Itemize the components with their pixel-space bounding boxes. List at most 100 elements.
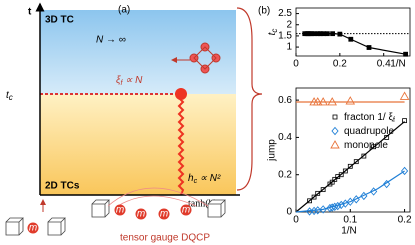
x-tick-label: 0: [293, 59, 299, 70]
y-label-sub: c: [270, 29, 279, 33]
x-tick-label: 0.2: [398, 215, 412, 226]
cube-icons: [5, 199, 226, 236]
marker: [371, 144, 377, 150]
phase-label: 3D TC: [45, 15, 74, 26]
marker: [399, 91, 410, 100]
hc-label: hc ∝ N²: [188, 173, 221, 185]
hc-rest: ∝ N²: [197, 173, 221, 184]
marker: [319, 205, 327, 214]
marker: [318, 97, 328, 106]
marker: [328, 203, 336, 212]
region-3d: [40, 10, 236, 94]
y-axis-label: jump: [267, 139, 278, 162]
marker: [346, 197, 354, 206]
hc-main: h: [188, 173, 194, 184]
marker: [330, 31, 336, 37]
limit-label: N → ∞: [96, 35, 126, 46]
legend-sub: f: [393, 117, 395, 124]
marker: [353, 159, 359, 165]
y-tick-label: 2.5: [278, 8, 292, 19]
y-axis-label: tc: [267, 29, 279, 36]
marker: [311, 194, 317, 200]
x-axis-label: 1/N: [390, 59, 406, 70]
x-tick-label: 0.4: [377, 59, 391, 70]
marker: [347, 163, 353, 169]
marker: [335, 174, 341, 179]
marker: [307, 198, 312, 204]
legend-marker: [330, 140, 340, 149]
axis-label: t: [28, 7, 32, 18]
m-text: m: [160, 209, 168, 220]
chain-arcs: [107, 187, 209, 207]
tc-label: tc: [6, 90, 13, 102]
xi-rest: ∝ N: [122, 75, 143, 86]
marker: [402, 118, 407, 124]
marker: [327, 181, 333, 187]
marker: [321, 31, 326, 37]
marker: [345, 96, 356, 105]
legend-name: quadrupole: [344, 126, 394, 137]
marker: [320, 187, 326, 193]
m-circle: [27, 222, 39, 234]
m-text: m: [182, 205, 190, 216]
hc-sub: c: [194, 178, 198, 185]
marker: [324, 31, 330, 37]
panel-label: (a): [118, 5, 130, 16]
x-tick-label: 0.1: [343, 215, 357, 226]
legend-marker: [332, 114, 338, 120]
x-tick-label: 0: [293, 215, 299, 226]
marker: [315, 190, 321, 196]
marker: [384, 135, 390, 140]
marker: [383, 179, 391, 189]
axis-label: tanh(h): [188, 198, 217, 209]
y-tick-label: 0.4: [278, 132, 292, 143]
y-label-main: t: [267, 31, 278, 35]
xi-label: ξf ∝ N: [116, 75, 143, 87]
marker: [341, 199, 349, 208]
marker: [327, 97, 337, 106]
m-circle: [158, 208, 170, 220]
m-circle: [114, 204, 126, 216]
fit-line: [295, 170, 405, 213]
legend-label: monopole: [344, 140, 388, 151]
marker: [348, 36, 354, 42]
plot-frame: [295, 87, 411, 213]
marker: [370, 187, 378, 196]
fit-line: [295, 121, 405, 213]
m-particles: m m m m m: [27, 204, 192, 234]
critical-line: [177, 93, 185, 196]
y-tick-label: 1: [286, 42, 292, 53]
y-tick-label: 0.6: [278, 95, 292, 106]
y-tick-label: 0.2: [278, 169, 292, 180]
critical-point: [175, 88, 187, 100]
tc-sub: c: [9, 93, 13, 102]
m-text: m: [29, 223, 37, 234]
y-tick-label: 2: [286, 19, 292, 30]
marker: [331, 202, 339, 211]
marker: [403, 51, 409, 57]
marker: [352, 195, 360, 204]
data-line: [304, 33, 406, 55]
xi-sub: f: [120, 80, 123, 87]
region-2d: [40, 94, 236, 195]
m-circle: [135, 208, 147, 220]
legend-label: quadrupole: [344, 126, 394, 137]
legend-name: monopole: [344, 140, 388, 151]
y-tick-label: 0: [286, 207, 292, 218]
x-tick-label: 0.2: [333, 59, 347, 70]
m-text: m: [137, 209, 145, 220]
bracket: [236, 7, 263, 191]
marker: [305, 207, 314, 216]
xi-main: ξ: [116, 75, 121, 86]
marker: [400, 166, 409, 176]
marker: [337, 31, 343, 37]
plot-frame: [295, 7, 411, 57]
m-text: m: [116, 205, 124, 216]
y-tick-label: 1.5: [278, 31, 292, 42]
marker: [366, 45, 372, 50]
dqcp-label: tensor gauge DQCP: [120, 233, 210, 244]
marker: [361, 153, 367, 159]
ring-icon: [171, 42, 221, 74]
phase-label: 2D TCs: [45, 181, 80, 192]
